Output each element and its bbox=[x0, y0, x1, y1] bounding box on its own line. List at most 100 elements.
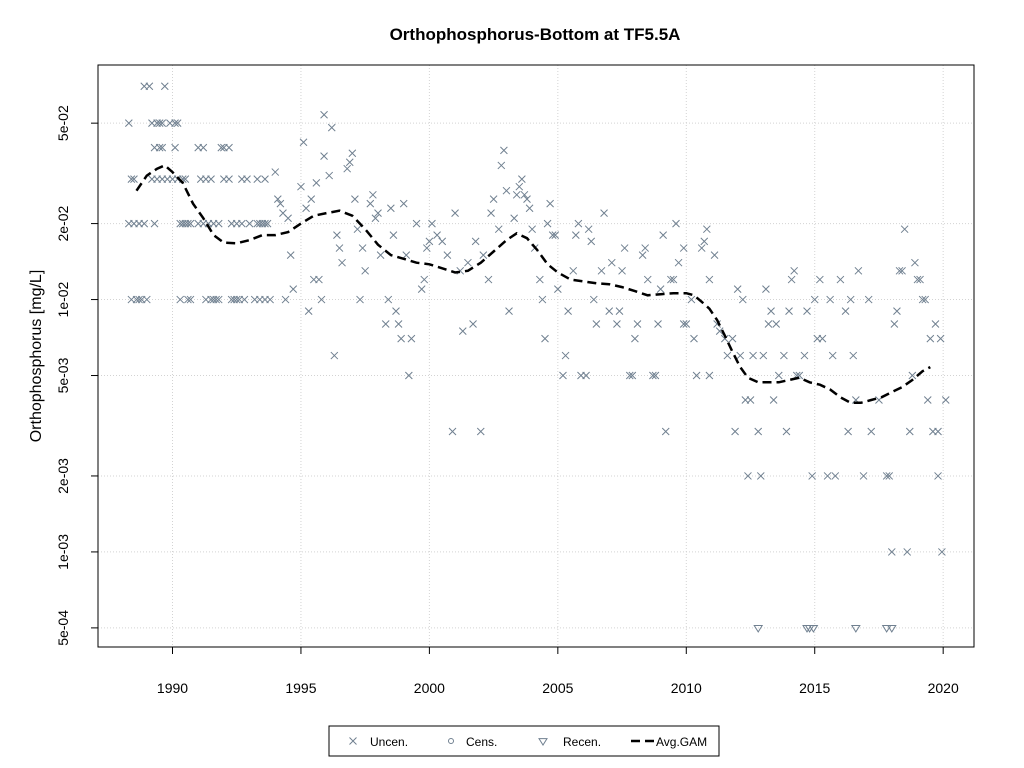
uncen-point bbox=[810, 295, 819, 304]
uncen-point bbox=[261, 175, 269, 183]
circle-icon bbox=[448, 738, 454, 744]
x-tick-label: 2010 bbox=[671, 680, 702, 696]
uncen-point bbox=[749, 351, 757, 360]
uncen-point bbox=[399, 199, 408, 208]
uncen-point bbox=[887, 548, 896, 556]
uncen-point bbox=[412, 219, 421, 228]
uncen-point bbox=[551, 231, 560, 239]
uncen-point bbox=[767, 307, 775, 315]
uncen-point bbox=[605, 307, 614, 315]
legend: Uncen. Cens. Recen. Avg.GAM bbox=[328, 725, 720, 757]
uncen-point bbox=[720, 334, 729, 343]
uncen-point bbox=[327, 123, 336, 132]
x-tick-label: 2015 bbox=[799, 680, 830, 696]
uncen-point bbox=[769, 396, 778, 404]
uncen-point bbox=[505, 307, 513, 315]
uncen-point bbox=[669, 275, 678, 284]
y-tick-label: 2e-02 bbox=[55, 205, 71, 241]
uncen-point bbox=[528, 225, 537, 234]
recen-point bbox=[886, 624, 897, 633]
uncen-point bbox=[911, 258, 919, 267]
uncen-point bbox=[548, 231, 557, 239]
plot-frame bbox=[97, 64, 975, 648]
uncen-point bbox=[176, 295, 185, 304]
uncen-point bbox=[559, 371, 567, 380]
uncen-point bbox=[849, 351, 858, 360]
uncen-point bbox=[738, 295, 747, 304]
uncen-point bbox=[908, 371, 917, 380]
uncen-point bbox=[425, 237, 434, 246]
uncen-point bbox=[494, 225, 503, 234]
uncen-point bbox=[756, 472, 765, 480]
uncen-point bbox=[351, 195, 359, 203]
uncen-point bbox=[130, 175, 138, 183]
uncen-point bbox=[733, 285, 742, 293]
uncen-point bbox=[366, 199, 375, 208]
uncen-point bbox=[702, 225, 711, 234]
uncen-point bbox=[661, 427, 670, 436]
uncen-point bbox=[471, 237, 480, 246]
uncen-point bbox=[266, 295, 274, 304]
uncen-point bbox=[541, 334, 549, 343]
uncen-point bbox=[705, 275, 714, 284]
uncen-point bbox=[808, 472, 817, 480]
uncen-point bbox=[140, 219, 149, 228]
uncen-point bbox=[574, 219, 583, 228]
y-tick-label: 1e-02 bbox=[55, 281, 71, 317]
legend-label: Recen. bbox=[563, 735, 601, 749]
x-tick-label: 2000 bbox=[414, 680, 445, 696]
uncen-point bbox=[184, 219, 192, 228]
uncen-point bbox=[381, 320, 390, 328]
uncen-point bbox=[905, 427, 914, 436]
uncen-point bbox=[938, 548, 946, 556]
uncen-point bbox=[371, 214, 380, 223]
uncen-point bbox=[476, 427, 485, 436]
uncen-point bbox=[330, 351, 339, 360]
grid-lines bbox=[98, 65, 974, 647]
uncen-point bbox=[569, 266, 578, 275]
uncen-point bbox=[633, 320, 642, 328]
uncen-point bbox=[841, 307, 850, 315]
uncen-point bbox=[890, 320, 899, 328]
uncen-point bbox=[631, 334, 639, 343]
y-tick-label: 1e-03 bbox=[55, 534, 71, 570]
triangle-down-icon bbox=[538, 738, 548, 746]
uncen-point bbox=[479, 251, 488, 259]
uncen-point bbox=[844, 427, 852, 436]
uncen-point bbox=[923, 396, 932, 404]
uncen-point bbox=[500, 146, 508, 155]
uncen-point bbox=[525, 204, 534, 213]
uncen-point bbox=[687, 295, 696, 304]
uncen-point bbox=[484, 275, 493, 284]
uncen-point bbox=[394, 320, 403, 328]
uncen-point bbox=[469, 320, 477, 328]
uncen-point bbox=[659, 231, 668, 239]
uncen-point bbox=[374, 209, 382, 217]
uncen-point bbox=[397, 334, 405, 343]
uncen-point bbox=[934, 427, 942, 436]
uncen-point bbox=[512, 190, 521, 199]
uncen-point bbox=[828, 351, 837, 360]
uncen-point bbox=[155, 119, 164, 128]
uncen-point bbox=[613, 320, 621, 328]
uncen-point bbox=[433, 231, 441, 239]
uncen-point bbox=[214, 219, 223, 228]
uncen-point bbox=[448, 427, 457, 436]
uncen-point bbox=[199, 143, 208, 152]
uncen-point bbox=[615, 307, 624, 315]
uncen-point bbox=[867, 427, 876, 436]
uncen-point bbox=[212, 295, 221, 304]
uncen-point bbox=[302, 204, 310, 213]
uncen-point bbox=[682, 320, 691, 328]
uncen-point bbox=[520, 190, 529, 199]
recen-point bbox=[753, 624, 764, 633]
uncen-point bbox=[926, 334, 935, 343]
uncen-point bbox=[597, 266, 606, 275]
uncen-point bbox=[304, 307, 313, 315]
uncen-point bbox=[142, 295, 151, 304]
uncen-point bbox=[186, 295, 195, 304]
uncen-point bbox=[649, 371, 657, 380]
uncen-point bbox=[774, 371, 783, 380]
uncen-point bbox=[443, 251, 452, 259]
uncen-point bbox=[885, 472, 894, 480]
